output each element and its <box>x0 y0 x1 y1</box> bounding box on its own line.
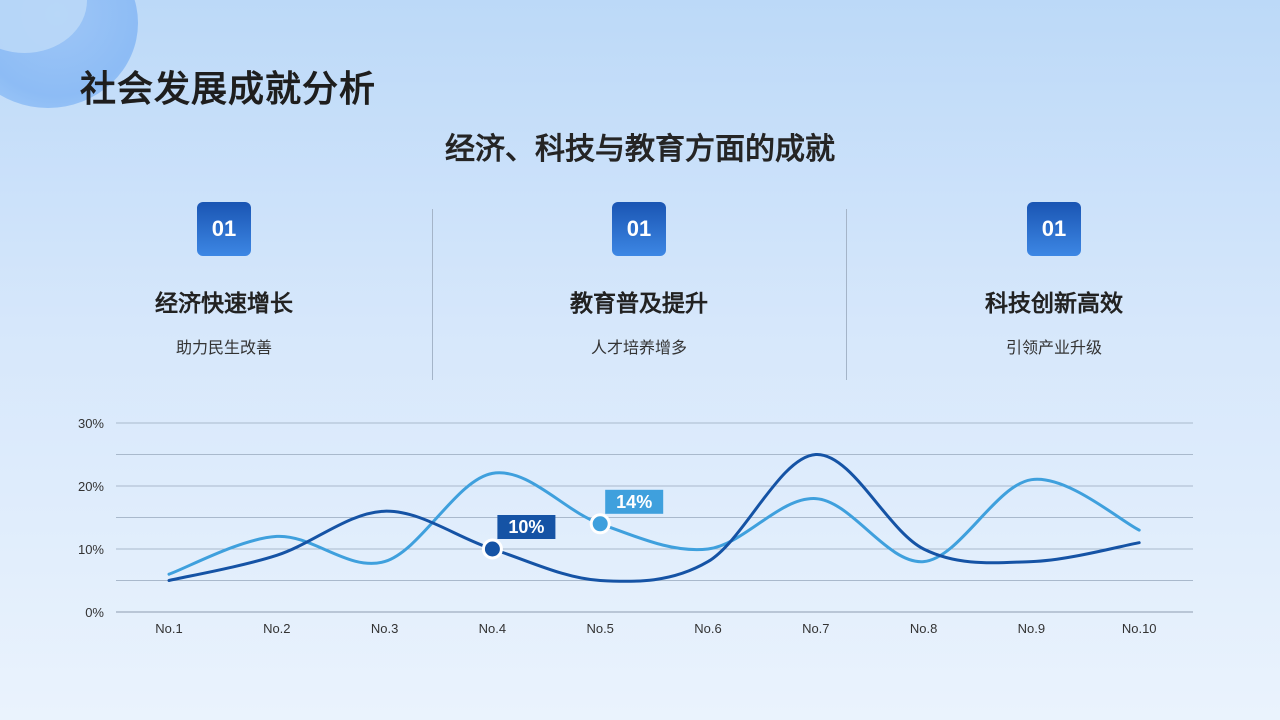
x-tick-label: No.9 <box>1018 621 1045 636</box>
card-description: 人才培养增多 <box>590 340 687 357</box>
series-line <box>167 452 1141 583</box>
card-description: 助力民生改善 <box>175 340 272 357</box>
divider <box>846 209 847 380</box>
card-education: 01 教育普及提升 人才培养增多 <box>504 202 774 358</box>
x-tick-label: No.3 <box>371 621 398 636</box>
x-tick-label: No.4 <box>479 621 506 636</box>
x-axis: No.1 No.2 No.3 No.4 No.5 No.6 No.7 No.8 No.9 No.1… <box>155 621 1156 636</box>
series-layer <box>167 452 1141 583</box>
data-label-box <box>497 515 556 539</box>
section-subtitle: 经济、科技与教育方面的成就 <box>445 133 835 166</box>
x-tick-label: No.7 <box>802 621 829 636</box>
card-title: 教育普及提升 <box>570 290 708 316</box>
card-title: 经济快速增长 <box>155 290 293 316</box>
data-label: 10% <box>508 517 544 537</box>
card-title: 科技创新高效 <box>985 290 1123 316</box>
data-point-marker <box>589 513 611 535</box>
x-tick-label: No.6 <box>694 621 721 636</box>
card-badge: 01 <box>1027 202 1081 256</box>
divider <box>432 209 433 380</box>
card-technology: 01 科技创新高效 引领产业升级 <box>919 202 1189 358</box>
data-label: 14% <box>616 492 652 512</box>
y-tick-label: 0% <box>85 605 104 620</box>
annotation-layer: 10% 14% <box>481 489 664 560</box>
x-tick-label: No.1 <box>155 621 182 636</box>
card-badge: 01 <box>612 202 666 256</box>
line-chart: 0% 10% 20% 30% No.1 No.2 No.3 No.4 No.5 No.6 No.7… <box>78 416 1193 636</box>
x-tick-label: No.10 <box>1122 621 1157 636</box>
x-tick-label: No.5 <box>586 621 613 636</box>
y-tick-label: 20% <box>78 479 104 494</box>
y-tick-label: 30% <box>78 416 104 431</box>
card-badge: 01 <box>197 202 251 256</box>
series-line <box>167 471 1141 576</box>
page-title: 社会发展成就分析 <box>80 68 377 109</box>
chart-grid <box>116 422 1193 613</box>
y-axis: 0% 10% 20% 30% <box>78 416 104 620</box>
x-tick-label: No.8 <box>910 621 937 636</box>
x-tick-label: No.2 <box>263 621 290 636</box>
card-economy: 01 经济快速增长 助力民生改善 <box>89 202 359 358</box>
data-point-marker <box>481 538 503 560</box>
y-tick-label: 10% <box>78 542 104 557</box>
card-description: 引领产业升级 <box>1005 340 1102 357</box>
data-label-box <box>605 489 664 514</box>
